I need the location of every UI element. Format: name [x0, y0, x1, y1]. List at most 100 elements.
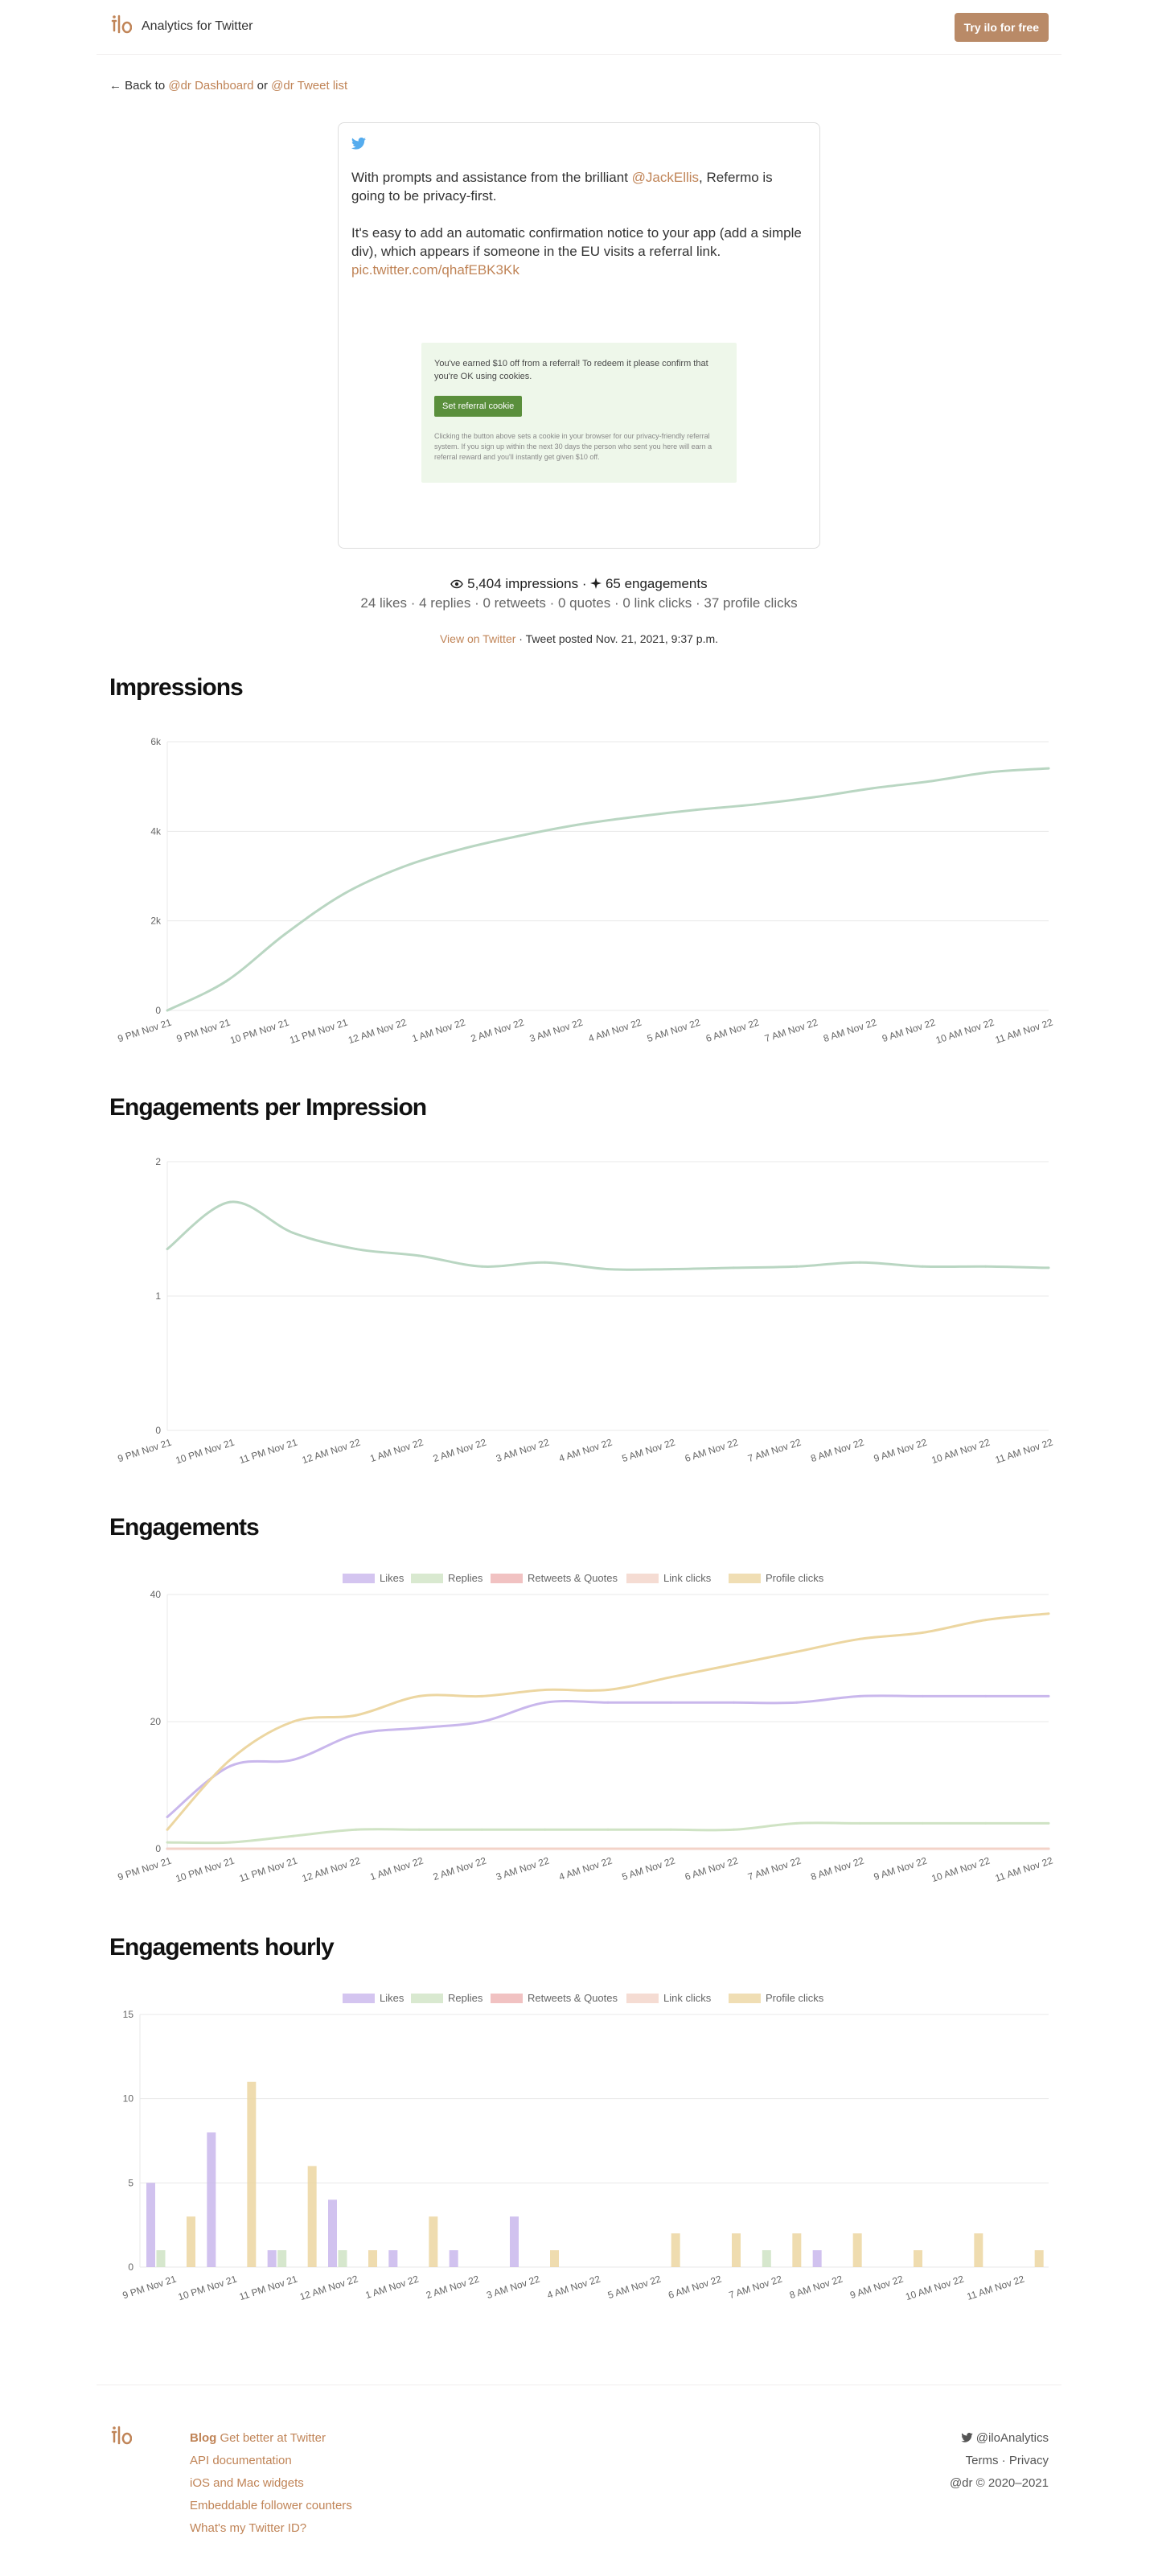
brand-name: Analytics for Twitter: [142, 19, 253, 33]
data-point: [669, 1828, 672, 1831]
bar: [277, 2250, 287, 2267]
data-point: [283, 932, 286, 936]
data-point: [228, 1200, 232, 1204]
data-point: [228, 1847, 232, 1850]
data-point: [417, 1694, 421, 1697]
x-tick-label: 10 PM Nov 21: [175, 1854, 236, 1884]
data-point: [480, 1847, 483, 1850]
view-on-twitter-link[interactable]: View on Twitter: [439, 632, 516, 645]
bar: [449, 2250, 458, 2267]
media-cookie-button: Set referral cookie: [434, 396, 523, 417]
data-point: [518, 834, 521, 837]
bar: [328, 2199, 337, 2267]
engagements-title: Engagements: [109, 1514, 260, 1541]
y-tick-label: 2k: [150, 916, 162, 927]
data-point: [417, 1828, 421, 1831]
blog-link[interactable]: Blog: [190, 2431, 217, 2445]
widgets-link[interactable]: iOS and Mac widgets: [190, 2476, 304, 2490]
tweet-media-image[interactable]: You've earned $10 off from a referral! T…: [421, 343, 737, 483]
api-docs-link[interactable]: API documentation: [190, 2454, 292, 2467]
x-tick-label: 9 AM Nov 22: [873, 1436, 929, 1464]
legend-label: Retweets & Quotes: [528, 1572, 618, 1584]
legend-label: Retweets & Quotes: [528, 1992, 618, 2004]
dashboard-link[interactable]: @dr Dashboard: [168, 79, 254, 93]
y-tick-label: 10: [123, 2093, 134, 2105]
impressions-summary: 5,404 impressions · 65 engagements: [0, 576, 1158, 592]
terms-link[interactable]: Terms: [965, 2454, 999, 2467]
bar: [156, 2250, 166, 2267]
bar: [247, 2081, 257, 2267]
y-tick-label: 20: [150, 1716, 162, 1727]
x-tick-label: 12 AM Nov 22: [301, 1436, 362, 1466]
x-tick-label: 12 AM Nov 22: [301, 1854, 362, 1884]
y-tick-label: 0: [128, 2261, 133, 2273]
x-tick-label: 3 AM Nov 22: [528, 1016, 585, 1044]
data-point: [355, 1248, 358, 1251]
legend-label: Likes: [380, 1572, 404, 1584]
data-point: [733, 1663, 736, 1666]
ilo-logo-icon[interactable]: [109, 13, 133, 43]
tweet-posted-date: · Tweet posted Nov. 21, 2021, 9:37 p.m.: [515, 632, 719, 645]
data-point: [544, 1701, 547, 1704]
x-tick-label: 7 AM Nov 22: [746, 1436, 803, 1464]
data-point: [355, 1714, 358, 1717]
x-tick-label: 10 AM Nov 22: [904, 2273, 965, 2302]
data-point: [858, 1847, 861, 1850]
bar: [762, 2250, 771, 2267]
ilo-footer-logo-icon[interactable]: [109, 2424, 133, 2454]
data-point: [166, 1816, 169, 1818]
legend-swatch: [491, 1994, 523, 2003]
data-point: [228, 1758, 232, 1761]
data-point: [669, 1268, 672, 1271]
data-point: [417, 1726, 421, 1730]
x-tick-label: 9 AM Nov 22: [873, 1854, 929, 1883]
data-point: [733, 1847, 736, 1850]
y-tick-label: 1: [155, 1290, 161, 1302]
x-tick-label: 9 PM Nov 21: [117, 1436, 174, 1464]
data-point: [733, 1828, 736, 1831]
x-tick-label: 2 AM Nov 22: [470, 1016, 526, 1044]
legend-swatch: [343, 1994, 375, 2003]
data-point: [669, 1676, 672, 1679]
x-tick-label: 9 AM Nov 22: [848, 2273, 905, 2301]
y-tick-label: 2: [155, 1156, 161, 1167]
x-tick-label: 7 AM Nov 22: [763, 1016, 819, 1044]
data-point: [1047, 1821, 1050, 1825]
tweet-list-link[interactable]: @dr Tweet list: [271, 79, 348, 93]
twitter-handle-link[interactable]: @iloAnalytics: [975, 2431, 1049, 2445]
mention-link[interactable]: @JackEllis: [631, 170, 700, 185]
blog-tagline-link[interactable]: Get better at Twitter: [220, 2431, 326, 2445]
tweet-media-link[interactable]: pic.twitter.com/qhafEBK3Kk: [351, 262, 519, 278]
y-tick-label: 0: [155, 1425, 161, 1436]
twitter-id-link[interactable]: What's my Twitter ID?: [190, 2521, 307, 2535]
bar: [338, 2250, 347, 2267]
site-header: Analytics for Twitter Try ilo for free: [96, 0, 1062, 55]
privacy-link[interactable]: Privacy: [1008, 2454, 1049, 2467]
try-free-button[interactable]: Try ilo for free: [954, 13, 1049, 42]
x-tick-label: 4 AM Nov 22: [546, 2273, 602, 2301]
data-point: [1047, 767, 1050, 770]
data-point: [695, 809, 698, 812]
x-tick-label: 11 PM Nov 21: [238, 1854, 299, 1884]
data-point: [669, 1847, 672, 1850]
data-point: [417, 1254, 421, 1257]
data-point: [795, 1650, 799, 1653]
bar: [550, 2250, 559, 2267]
data-point: [544, 1828, 547, 1831]
data-point: [1047, 1694, 1050, 1697]
data-point: [733, 1266, 736, 1269]
legend-swatch: [626, 1994, 659, 2003]
x-tick-label: 4 AM Nov 22: [557, 1436, 614, 1464]
x-tick-label: 11 PM Nov 21: [238, 2273, 299, 2302]
data-point: [795, 1265, 799, 1268]
x-tick-label: 1 AM Nov 22: [368, 1436, 425, 1464]
x-tick-label: 3 AM Nov 22: [485, 2273, 541, 2301]
follower-counters-link[interactable]: Embeddable follower counters: [190, 2499, 352, 2512]
x-tick-label: 7 AM Nov 22: [746, 1854, 803, 1883]
x-tick-label: 9 PM Nov 21: [117, 1016, 174, 1044]
bar: [187, 2216, 195, 2267]
data-point: [400, 866, 404, 869]
bar: [207, 2132, 216, 2267]
y-tick-label: 0: [155, 1005, 161, 1016]
x-tick-label: 3 AM Nov 22: [495, 1436, 551, 1464]
